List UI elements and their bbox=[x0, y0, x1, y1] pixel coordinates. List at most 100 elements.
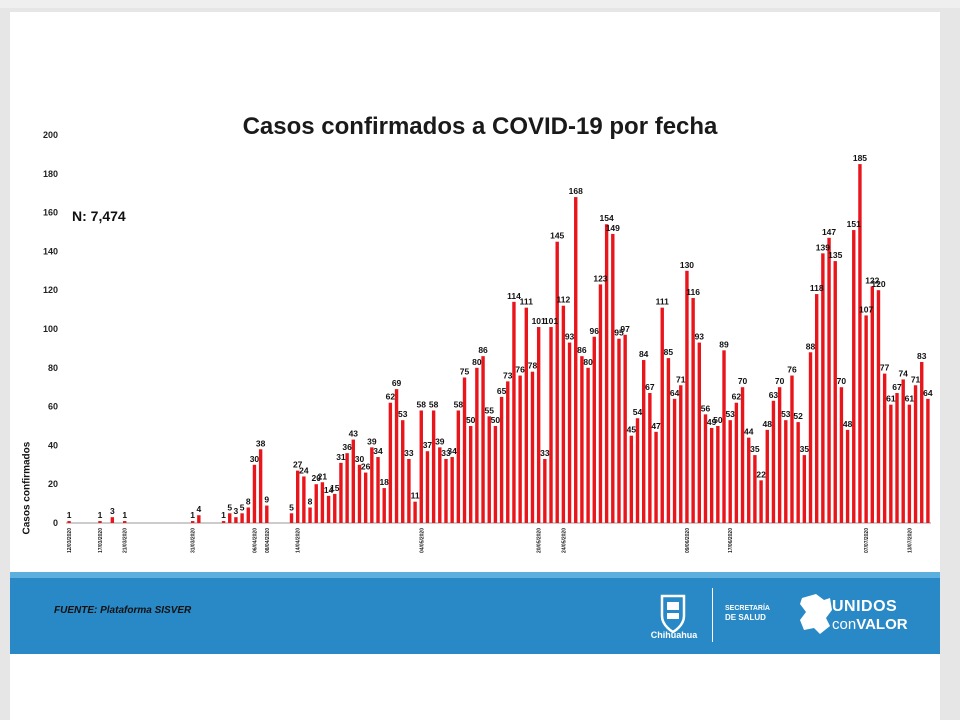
state-logo-text: Chihuahua bbox=[650, 630, 698, 640]
data-label: 39 bbox=[367, 436, 377, 446]
brand-line2: conVALOR bbox=[832, 616, 908, 633]
bar bbox=[444, 458, 448, 523]
bar bbox=[654, 431, 658, 523]
bar bbox=[376, 457, 380, 523]
bar bbox=[672, 398, 677, 523]
data-label: 58 bbox=[454, 399, 464, 409]
total-cases-annotation: N: 7,474 bbox=[72, 208, 126, 224]
data-label: 20 bbox=[311, 473, 321, 483]
bar bbox=[722, 350, 726, 523]
y-tick-label: 40 bbox=[48, 440, 58, 450]
bar bbox=[462, 377, 467, 523]
data-label: 38 bbox=[256, 438, 266, 448]
data-label: 3 bbox=[234, 506, 239, 516]
data-label: 111 bbox=[656, 297, 670, 307]
bar bbox=[363, 472, 368, 523]
x-tick-label: 21/03/2020 bbox=[123, 528, 129, 553]
bar bbox=[407, 458, 411, 523]
secretaria-line1: SECRETARÍA bbox=[725, 605, 770, 612]
bar bbox=[536, 327, 541, 523]
x-tick-label: 31/03/2020 bbox=[191, 528, 197, 553]
bar bbox=[833, 261, 837, 523]
bar bbox=[67, 521, 71, 523]
bar bbox=[314, 484, 318, 523]
data-label: 54 bbox=[633, 407, 643, 417]
data-label: 3 bbox=[110, 506, 115, 516]
bar bbox=[821, 253, 825, 523]
data-label: 130 bbox=[680, 260, 694, 270]
data-label: 1 bbox=[190, 510, 195, 520]
bar bbox=[524, 307, 529, 523]
data-label: 50 bbox=[466, 415, 476, 425]
bar bbox=[308, 507, 312, 523]
bar bbox=[543, 458, 547, 523]
data-label: 69 bbox=[392, 378, 402, 388]
data-label: 4 bbox=[196, 504, 201, 514]
data-label: 70 bbox=[775, 376, 785, 386]
x-tick-label: 20/05/2020 bbox=[537, 528, 543, 553]
bar bbox=[814, 294, 819, 523]
y-tick-label: 120 bbox=[43, 285, 58, 295]
bar bbox=[827, 237, 831, 523]
data-label: 35 bbox=[750, 444, 760, 454]
data-label: 84 bbox=[639, 349, 649, 359]
data-label: 53 bbox=[781, 409, 791, 419]
data-label: 44 bbox=[744, 427, 754, 437]
bar bbox=[895, 393, 899, 523]
data-label: 43 bbox=[349, 429, 359, 439]
data-label: 70 bbox=[738, 376, 748, 386]
y-tick-label: 180 bbox=[43, 169, 58, 179]
bar bbox=[394, 389, 399, 523]
bar bbox=[413, 501, 417, 523]
bar bbox=[790, 375, 794, 523]
data-label: 55 bbox=[484, 405, 494, 415]
bar bbox=[370, 447, 374, 523]
bar bbox=[258, 449, 263, 523]
bar bbox=[697, 342, 702, 523]
bar bbox=[716, 426, 720, 523]
data-label: 118 bbox=[810, 283, 824, 293]
footer-divider bbox=[712, 588, 713, 642]
bar bbox=[598, 284, 603, 523]
bar bbox=[864, 315, 868, 523]
data-label: 71 bbox=[911, 374, 921, 384]
data-label: 101 bbox=[544, 316, 558, 326]
bar bbox=[765, 429, 769, 523]
data-label: 97 bbox=[620, 324, 630, 334]
y-tick-label: 60 bbox=[48, 402, 58, 412]
data-label: 26 bbox=[361, 462, 371, 472]
bar bbox=[289, 513, 294, 523]
bar bbox=[740, 387, 745, 523]
bar bbox=[265, 505, 269, 523]
brand-line2-valor: VALOR bbox=[856, 616, 908, 633]
data-label: 22 bbox=[756, 469, 766, 479]
data-label: 154 bbox=[600, 213, 614, 223]
y-tick-label: 80 bbox=[48, 363, 58, 373]
bar bbox=[468, 426, 473, 523]
bar bbox=[419, 410, 423, 523]
data-label: 96 bbox=[590, 326, 600, 336]
bar bbox=[771, 400, 776, 523]
x-tick-label: 13/07/2020 bbox=[907, 528, 913, 553]
bar bbox=[926, 398, 930, 523]
bar bbox=[561, 305, 566, 523]
data-label: 50 bbox=[713, 415, 723, 425]
x-tick-label: 07/07/2020 bbox=[864, 528, 870, 553]
bar bbox=[246, 507, 250, 523]
source-text: FUENTE: Plataforma SISVER bbox=[54, 605, 192, 616]
bar bbox=[685, 270, 689, 523]
bar bbox=[295, 470, 300, 523]
data-label: 34 bbox=[447, 446, 457, 456]
bar bbox=[679, 385, 683, 523]
data-label: 116 bbox=[686, 287, 700, 297]
data-label: 5 bbox=[227, 502, 232, 512]
bar bbox=[882, 373, 887, 523]
bar bbox=[549, 327, 553, 523]
data-label: 30 bbox=[250, 454, 260, 464]
x-tick-label: 14/04/2020 bbox=[296, 528, 302, 553]
bar bbox=[122, 521, 127, 523]
bar bbox=[339, 462, 343, 523]
top-bar bbox=[0, 0, 960, 8]
data-label: 76 bbox=[787, 365, 797, 375]
